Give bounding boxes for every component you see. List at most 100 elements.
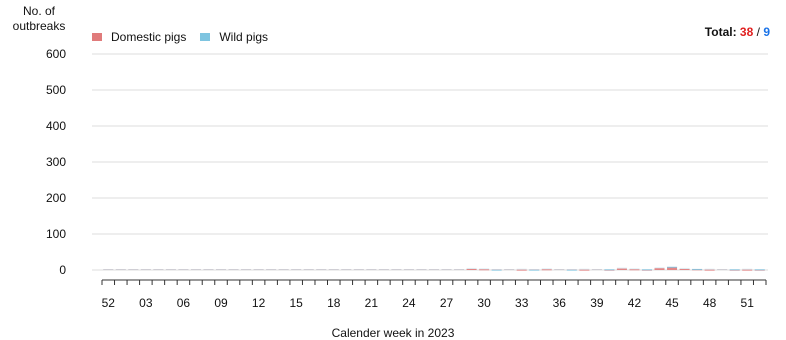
bar-wild[interactable] — [366, 269, 377, 270]
bar-domestic[interactable] — [128, 269, 139, 270]
bar-wild[interactable] — [378, 269, 389, 270]
bar-domestic[interactable] — [403, 269, 414, 270]
bar-wild[interactable] — [479, 268, 490, 270]
bar-domestic[interactable] — [216, 269, 227, 270]
bar-wild[interactable] — [103, 269, 114, 270]
bar-wild[interactable] — [591, 269, 602, 270]
bar-domestic[interactable] — [504, 269, 515, 270]
bar-domestic[interactable] — [291, 269, 302, 270]
bar-domestic[interactable] — [566, 269, 577, 270]
bar-domestic[interactable] — [303, 269, 314, 270]
bar-domestic[interactable] — [391, 269, 402, 270]
bar-wild[interactable] — [203, 269, 214, 270]
bar-wild[interactable] — [428, 269, 440, 270]
bar-domestic[interactable] — [366, 269, 377, 270]
bar-domestic[interactable] — [704, 269, 715, 271]
bar-domestic[interactable] — [115, 269, 126, 270]
bar-wild[interactable] — [541, 268, 552, 270]
bar-wild[interactable] — [153, 269, 164, 270]
bar-wild[interactable] — [692, 268, 703, 270]
bar-wild[interactable] — [341, 269, 352, 270]
bar-wild[interactable] — [228, 269, 239, 270]
bar-domestic[interactable] — [441, 269, 452, 270]
bar-wild[interactable] — [303, 269, 314, 270]
bar-wild[interactable] — [140, 269, 151, 270]
bar-wild[interactable] — [491, 269, 502, 271]
bar-wild[interactable] — [190, 269, 201, 270]
bar-wild[interactable] — [629, 268, 640, 270]
bar-wild[interactable] — [416, 269, 427, 270]
bar-wild[interactable] — [241, 269, 252, 270]
bar-domestic[interactable] — [679, 268, 690, 270]
bar-wild[interactable] — [266, 269, 277, 270]
bar-domestic[interactable] — [454, 269, 465, 270]
bar-domestic[interactable] — [629, 269, 640, 271]
bar-wild[interactable] — [253, 269, 264, 270]
bar-domestic[interactable] — [178, 269, 189, 270]
bar-domestic[interactable] — [316, 269, 327, 270]
bar-wild[interactable] — [667, 266, 678, 268]
bar-domestic[interactable] — [591, 269, 602, 270]
bar-wild[interactable] — [454, 269, 465, 270]
bar-domestic[interactable] — [378, 269, 389, 270]
bar-wild[interactable] — [516, 268, 527, 270]
bar-wild[interactable] — [566, 269, 577, 271]
bar-wild[interactable] — [466, 267, 477, 269]
bar-domestic[interactable] — [466, 268, 477, 270]
bar-domestic[interactable] — [416, 269, 427, 270]
bar-domestic[interactable] — [328, 269, 339, 270]
bar-domestic[interactable] — [667, 267, 678, 270]
bar-wild[interactable] — [391, 269, 402, 270]
bar-wild[interactable] — [529, 269, 540, 271]
legend-item-wild[interactable]: Wild pigs — [200, 30, 268, 44]
bar-domestic[interactable] — [153, 269, 164, 270]
bar-wild[interactable] — [579, 268, 590, 270]
bar-domestic[interactable] — [203, 269, 214, 270]
bar-domestic[interactable] — [353, 269, 364, 270]
bar-wild[interactable] — [115, 269, 126, 270]
bar-wild[interactable] — [216, 269, 227, 270]
bar-wild[interactable] — [403, 269, 414, 270]
bar-wild[interactable] — [128, 269, 139, 270]
bar-wild[interactable] — [704, 268, 715, 270]
bar-domestic[interactable] — [541, 269, 552, 271]
bar-wild[interactable] — [604, 269, 615, 271]
bar-wild[interactable] — [291, 269, 302, 270]
legend-item-domestic[interactable]: Domestic pigs — [92, 30, 186, 44]
bar-wild[interactable] — [717, 269, 728, 270]
bar-wild[interactable] — [165, 269, 176, 270]
bar-domestic[interactable] — [717, 269, 728, 270]
bar-domestic[interactable] — [742, 269, 753, 271]
bar-domestic[interactable] — [190, 269, 201, 270]
bar-domestic[interactable] — [140, 269, 151, 270]
bar-domestic[interactable] — [529, 269, 540, 270]
bar-wild[interactable] — [654, 267, 665, 269]
bar-domestic[interactable] — [491, 269, 502, 270]
bar-wild[interactable] — [178, 269, 189, 270]
bar-domestic[interactable] — [479, 269, 490, 271]
bar-domestic[interactable] — [428, 269, 440, 270]
bar-domestic[interactable] — [241, 269, 252, 270]
bar-wild[interactable] — [742, 268, 753, 270]
bar-domestic[interactable] — [554, 269, 565, 270]
bar-wild[interactable] — [729, 269, 740, 271]
bar-domestic[interactable] — [616, 268, 627, 270]
bar-wild[interactable] — [353, 269, 364, 270]
bar-wild[interactable] — [641, 269, 652, 271]
bar-domestic[interactable] — [228, 269, 239, 270]
bar-domestic[interactable] — [341, 269, 352, 270]
bar-wild[interactable] — [441, 269, 452, 270]
bar-domestic[interactable] — [165, 269, 176, 270]
bar-wild[interactable] — [504, 269, 515, 270]
bar-domestic[interactable] — [516, 269, 527, 271]
bar-domestic[interactable] — [103, 269, 114, 270]
bar-wild[interactable] — [754, 269, 765, 271]
bar-domestic[interactable] — [253, 269, 264, 270]
bar-domestic[interactable] — [266, 269, 277, 270]
bar-domestic[interactable] — [654, 268, 665, 270]
bar-wild[interactable] — [616, 267, 627, 269]
bar-wild[interactable] — [316, 269, 327, 270]
bar-domestic[interactable] — [278, 269, 289, 270]
bar-wild[interactable] — [328, 269, 339, 270]
bar-wild[interactable] — [679, 267, 690, 269]
